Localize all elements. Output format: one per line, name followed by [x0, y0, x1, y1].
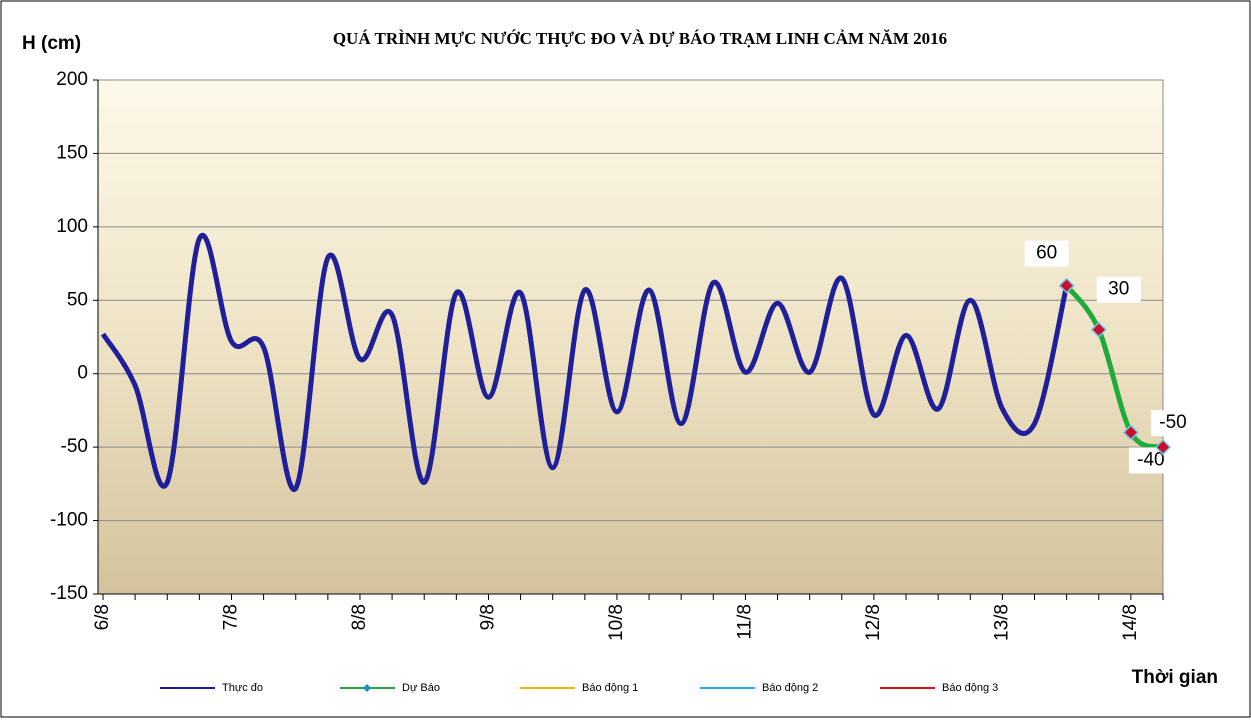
- marker: [1122, 424, 1139, 441]
- legend-label: Báo động 3: [942, 682, 998, 694]
- legend-marker: [363, 684, 371, 692]
- data-label: -50: [1159, 412, 1186, 433]
- x-tick-label: 8/8: [349, 604, 370, 630]
- marker: [1154, 439, 1172, 456]
- x-tick-label: 11/8: [734, 604, 755, 640]
- y-tick-label: -150: [50, 583, 88, 604]
- legend-label: Dự Báo: [402, 682, 440, 694]
- y-tick-label: -50: [61, 436, 88, 457]
- y-tick-label: -100: [50, 510, 88, 531]
- y-tick-label: 150: [56, 142, 88, 163]
- x-tick-label: 13/8: [991, 604, 1012, 641]
- marker: [1090, 321, 1107, 338]
- x-tick-label: 10/8: [606, 604, 627, 641]
- legend-label: Thực đo: [222, 682, 263, 694]
- line-series: [100, 232, 1070, 492]
- x-axis-label: Thời gian: [1132, 667, 1218, 688]
- line-series: [1064, 284, 1165, 450]
- x-tick-label: 9/8: [477, 604, 498, 630]
- data-label: -40: [1137, 449, 1164, 470]
- legend-label: Báo động 1: [582, 682, 638, 694]
- data-label-bg: [1096, 276, 1141, 303]
- chart-title: QUÁ TRÌNH MỰC NƯỚC THỰC ĐO VÀ DỰ BÁO TRẠ…: [333, 29, 947, 48]
- x-tick-label: 6/8: [92, 604, 113, 630]
- y-tick-label: 100: [56, 216, 88, 237]
- data-label: 30: [1108, 279, 1129, 300]
- data-label-bg: [1151, 410, 1195, 437]
- data-label: 60: [1036, 243, 1057, 264]
- x-tick-label: 14/8: [1120, 604, 1141, 641]
- y-tick-label: 50: [67, 289, 88, 310]
- y-tick-label: 0: [77, 363, 88, 384]
- x-tick-label: 12/8: [863, 604, 884, 641]
- legend-label: Báo động 2: [762, 682, 818, 694]
- data-label-bg: [1024, 240, 1069, 267]
- y-tick-label: 200: [56, 69, 88, 90]
- y-axis-label: H (cm): [22, 33, 81, 54]
- x-tick-label: 7/8: [221, 604, 242, 630]
- marker: [1058, 277, 1075, 294]
